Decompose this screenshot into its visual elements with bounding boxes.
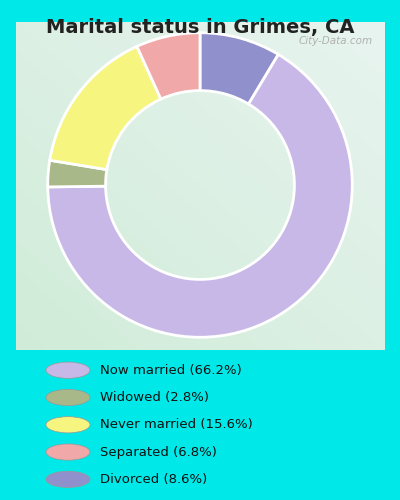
Wedge shape	[48, 54, 352, 338]
Wedge shape	[50, 46, 161, 170]
Wedge shape	[200, 32, 278, 104]
Circle shape	[46, 390, 90, 406]
Wedge shape	[137, 32, 200, 99]
Text: Widowed (2.8%): Widowed (2.8%)	[100, 391, 209, 404]
Wedge shape	[48, 160, 107, 187]
Circle shape	[46, 444, 90, 460]
Circle shape	[46, 362, 90, 378]
Text: Marital status in Grimes, CA: Marital status in Grimes, CA	[46, 18, 354, 36]
Circle shape	[46, 471, 90, 488]
Text: Now married (66.2%): Now married (66.2%)	[100, 364, 242, 376]
Circle shape	[46, 416, 90, 433]
Text: Divorced (8.6%): Divorced (8.6%)	[100, 473, 207, 486]
Text: Separated (6.8%): Separated (6.8%)	[100, 446, 217, 458]
Text: City-Data.com: City-Data.com	[299, 36, 373, 46]
Text: Never married (15.6%): Never married (15.6%)	[100, 418, 253, 432]
